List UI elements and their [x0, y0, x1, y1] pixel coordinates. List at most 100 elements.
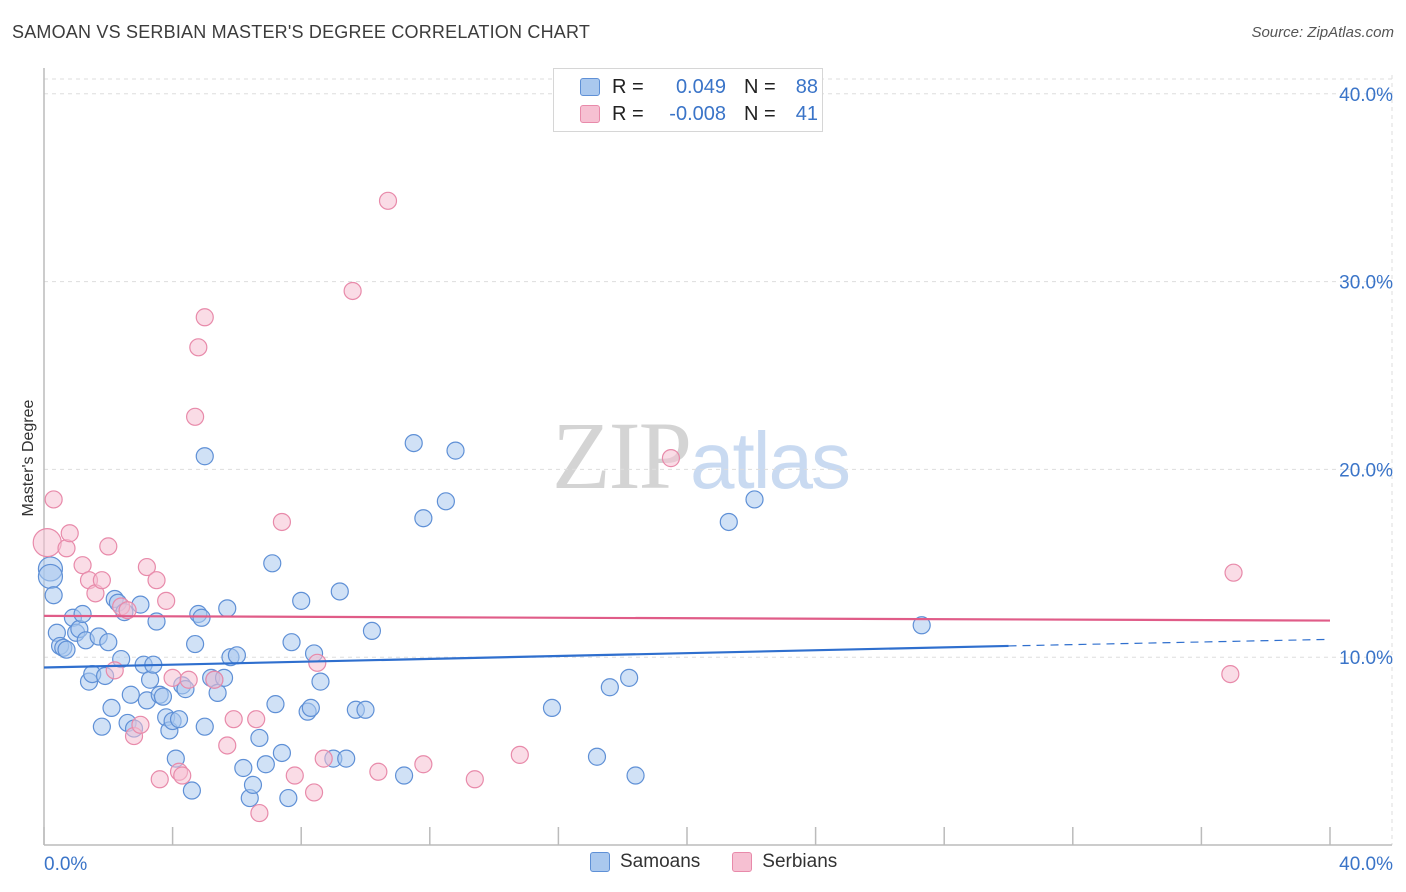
- samoan-point: [279, 788, 298, 808]
- samoan-point: [600, 678, 619, 697]
- samoan-point: [140, 670, 160, 689]
- r-value: -0.008: [669, 102, 726, 125]
- serbian-point: [179, 670, 198, 689]
- serbian-point: [414, 755, 433, 774]
- samoan-point: [620, 668, 639, 687]
- samoan-point: [292, 591, 311, 610]
- samoan-point: [243, 775, 263, 795]
- serbian-point: [1221, 664, 1240, 684]
- serbian-point: [1224, 563, 1243, 582]
- x-tick-label: 0.0%: [44, 854, 87, 875]
- samoan-point: [250, 728, 269, 748]
- serbian-point: [224, 710, 243, 729]
- serbian-point: [272, 512, 292, 532]
- samoan-point: [218, 599, 237, 618]
- samoan-point: [362, 621, 382, 641]
- samoan-point: [192, 608, 211, 627]
- serbians-trend-line: [43, 614, 1331, 622]
- samoan-point: [92, 717, 111, 736]
- samoan-point: [912, 616, 931, 635]
- serbian-point: [147, 571, 166, 590]
- samoan-point: [73, 604, 92, 624]
- samoan-point: [263, 554, 282, 573]
- trend-lines: [43, 614, 1331, 669]
- samoan-point: [719, 512, 738, 532]
- serbians-legend-swatch: [732, 852, 753, 872]
- samoan-point: [394, 766, 414, 785]
- r-label: R =: [612, 75, 644, 98]
- samoan-point: [337, 749, 356, 768]
- samoan-point: [57, 640, 76, 659]
- samoan-point: [234, 758, 253, 778]
- y-tick-label: 40.0%: [1339, 85, 1393, 106]
- samoans-trend-extension: [1008, 638, 1331, 647]
- axes: [43, 68, 1392, 846]
- r-label: R =: [612, 102, 644, 125]
- serbian-point: [510, 745, 529, 764]
- x-tick-label: 40.0%: [1339, 854, 1393, 875]
- serbians-swatch: [580, 105, 600, 123]
- samoan-point: [37, 563, 64, 590]
- samoan-point: [446, 441, 465, 460]
- stats-legend: R = 0.049 N = 88 R = -0.008 N = 41: [553, 68, 823, 132]
- samoan-point: [356, 700, 375, 719]
- serbian-point: [465, 770, 484, 789]
- grid: [44, 75, 1393, 845]
- samoan-point: [266, 695, 285, 714]
- serbian-point: [105, 661, 124, 680]
- samoan-point: [311, 672, 330, 691]
- serbian-point: [150, 770, 169, 789]
- serbian-point: [369, 762, 388, 781]
- y-axis-label: Master's Degree: [20, 399, 37, 516]
- serbian-point: [92, 571, 111, 590]
- samoan-point: [745, 490, 764, 509]
- serbian-point: [57, 539, 76, 558]
- samoan-point: [182, 781, 201, 800]
- samoan-point: [44, 586, 63, 605]
- serbian-point: [308, 653, 327, 672]
- source-credit: Source: ZipAtlas.com: [1251, 24, 1394, 41]
- serbian-point: [32, 528, 62, 558]
- legend-item-serbians: Serbians: [732, 851, 837, 873]
- samoan-point: [256, 755, 275, 774]
- n-value: 41: [795, 102, 818, 125]
- serbian-point: [195, 308, 214, 327]
- serbian-point: [173, 766, 192, 785]
- samoan-point: [404, 433, 423, 453]
- series-legend: Samoans Serbians: [590, 851, 869, 873]
- samoan-point: [436, 492, 455, 511]
- serbian-point: [131, 715, 150, 734]
- serbian-point: [118, 601, 137, 620]
- y-tick-label: 30.0%: [1339, 273, 1393, 294]
- serbian-point: [205, 670, 224, 689]
- samoan-point: [282, 633, 301, 652]
- serbian-point: [304, 783, 324, 802]
- serbian-point: [314, 749, 333, 768]
- n-label: N =: [744, 102, 776, 125]
- serbian-point: [343, 281, 362, 301]
- samoan-point: [414, 509, 433, 528]
- samoans-legend-swatch: [590, 852, 610, 872]
- serbian-point: [60, 524, 79, 543]
- legend-item-samoans: Samoans: [590, 851, 700, 873]
- samoan-point: [301, 698, 320, 718]
- legend-label-samoans: Samoans: [620, 851, 701, 872]
- chart-title: SAMOAN VS SERBIAN MASTER'S DEGREE CORREL…: [12, 22, 591, 42]
- serbian-point: [247, 710, 266, 729]
- tick-labels: 10.0% 20.0% 30.0% 40.0% 0.0% 40.0% Master's De…: [20, 85, 1393, 875]
- samoan-point: [330, 582, 349, 601]
- serbian-point: [218, 736, 237, 755]
- samoan-point: [195, 717, 214, 736]
- legend-row-samoans: R = 0.049 N = 88: [580, 75, 818, 99]
- y-tick-label: 20.0%: [1339, 460, 1393, 481]
- samoan-point: [99, 633, 118, 652]
- serbian-point: [163, 668, 182, 687]
- samoan-point: [195, 447, 214, 466]
- points: [32, 191, 1243, 823]
- serbian-point: [661, 449, 681, 468]
- serbian-point: [189, 338, 208, 357]
- samoan-point: [626, 766, 645, 785]
- serbian-point: [44, 490, 63, 509]
- samoan-point: [186, 634, 205, 654]
- legend-row-serbians: R = -0.008 N = 41: [580, 102, 818, 126]
